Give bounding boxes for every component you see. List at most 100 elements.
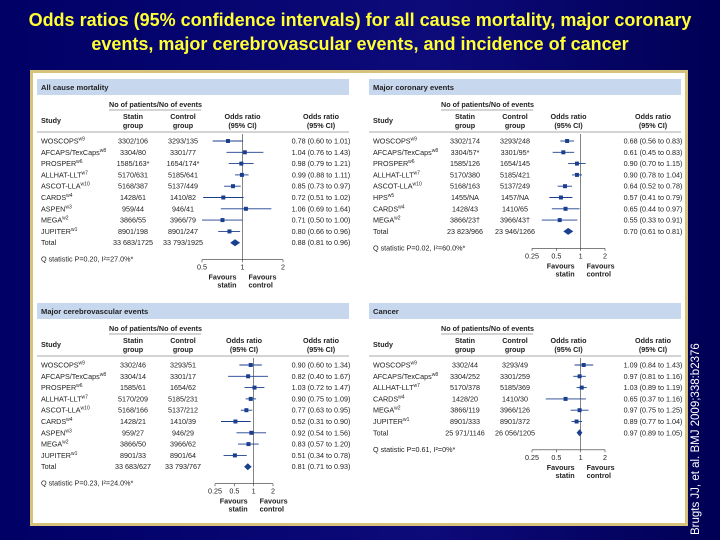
control-cell: 1410/82 — [170, 193, 196, 202]
or-header-2: (95% CI) — [554, 121, 583, 130]
statin-cell: 5170/209 — [118, 394, 148, 403]
ci-cell: 0.78 (0.60 to 1.01) — [292, 137, 351, 146]
control-header-2: group — [505, 121, 526, 130]
control-cell: 3966/43† — [500, 216, 530, 225]
citation: Brugts JJ, et al. BMJ 2009;338:b2376 — [690, 343, 702, 535]
control-cell: 3966/79 — [170, 216, 196, 225]
ci-cell: 0.90 (0.70 to 1.15) — [624, 159, 683, 168]
study-reference: w2 — [394, 406, 401, 412]
point-estimate — [574, 161, 579, 166]
study-label: ALLHAT-LLTw7 — [373, 170, 420, 179]
favours-control-label: Favours — [260, 497, 288, 506]
control-header: Control — [502, 112, 528, 121]
control-cell: 3301/17 — [170, 372, 196, 381]
favours-statin-label-2: statin — [228, 505, 247, 514]
control-header-2: group — [173, 121, 194, 130]
study-reference: w6 — [76, 159, 83, 165]
study-label: ALLHAT-LLTw7 — [41, 170, 88, 179]
ci-cell: 0.55 (0.33 to 0.91) — [624, 216, 683, 225]
favours-control-label: Favours — [587, 261, 615, 270]
favours-statin-label: Favours — [220, 497, 248, 506]
control-cell: 5185/421 — [500, 170, 530, 179]
control-cell: 946/41 — [172, 204, 194, 213]
ci-cell: 0.68 (0.56 to 0.83) — [624, 137, 683, 146]
point-estimate — [574, 419, 579, 424]
statin-cell: 3302/174 — [450, 137, 480, 146]
statin-cell: 1428/20 — [452, 394, 478, 403]
ci-header: Odds ratio — [635, 336, 672, 345]
forest-panel-3: Major cerebrovascular events No of patien… — [37, 303, 350, 514]
study-reference: w9 — [79, 137, 86, 143]
control-cell: 33 793/1925 — [163, 238, 203, 247]
study-header: Study — [373, 116, 393, 125]
study-reference: w4 — [66, 417, 73, 423]
control-cell: 1410/30 — [502, 394, 528, 403]
study-reference: w10 — [81, 406, 90, 412]
ci-header-2: (95% CI) — [307, 121, 336, 130]
statin-cell: 959/44 — [122, 204, 144, 213]
statin-cell: 8901/33 — [120, 451, 146, 460]
ci-cell: 0.97 (0.75 to 1.25) — [624, 406, 683, 415]
statin-cell: 1455/NA — [451, 193, 479, 202]
study-label: CARDSw4 — [373, 394, 405, 403]
statin-cell: 959/27 — [122, 428, 144, 437]
statin-header: Statin — [123, 112, 143, 121]
forest-panel-4: Cancer No of patients/No of events Study St… — [369, 303, 682, 480]
statin-cell: 3302/106 — [118, 137, 148, 146]
point-estimate — [577, 408, 582, 413]
statin-cell: 3302/46 — [120, 361, 146, 370]
statin-header-2: group — [123, 121, 144, 130]
point-estimate — [249, 430, 254, 435]
study-label: CARDSw4 — [373, 204, 405, 213]
x-tick-label: 0.25 — [525, 453, 539, 462]
statin-header: Statin — [455, 336, 475, 345]
control-header: Control — [170, 112, 196, 121]
point-estimate — [227, 229, 232, 234]
ci-cell: 0.83 (0.57 to 1.20) — [292, 440, 351, 449]
favours-statin-label: Favours — [547, 463, 575, 472]
statin-cell: 8901/198 — [118, 227, 148, 236]
point-estimate — [220, 218, 225, 223]
study-header: Study — [41, 116, 61, 125]
study-label: ASCOT-LLAw10 — [373, 182, 422, 191]
point-estimate — [577, 374, 582, 379]
study-reference: w7 — [81, 394, 88, 400]
ci-cell: 0.85 (0.73 to 0.97) — [292, 182, 351, 191]
point-estimate — [563, 206, 568, 211]
total-label: Total — [373, 227, 389, 236]
control-cell: 3966/126 — [500, 406, 530, 415]
x-tick-label: 0.5 — [229, 487, 239, 496]
pooled-diamond — [576, 429, 583, 437]
study-label: WOSCOPSw9 — [41, 361, 85, 370]
point-estimate — [246, 442, 251, 447]
study-label: ALLHAT-LLTw7 — [373, 383, 420, 392]
ci-cell: 0.89 (0.77 to 1.04) — [624, 417, 683, 426]
slide-title: Odds ratios (95% confidence intervals) f… — [28, 10, 692, 54]
x-tick-label: 1 — [579, 453, 583, 462]
control-cell: 3293/135 — [168, 137, 198, 146]
control-cell: 33 793/767 — [165, 462, 201, 471]
statin-cell: 5170/378 — [450, 383, 480, 392]
or-header: Odds ratio — [551, 336, 588, 345]
ci-cell: 0.81 (0.71 to 0.93) — [292, 462, 351, 471]
ci-header-2: (95% CI) — [639, 121, 668, 130]
statin-cell: 1585/126 — [450, 159, 480, 168]
ci-cell: 0.90 (0.60 to 1.34) — [292, 361, 351, 370]
statin-cell: 33 683/627 — [115, 462, 151, 471]
statin-cell: 5168/387 — [118, 182, 148, 191]
study-reference: w7 — [413, 383, 420, 389]
study-reference: w3 — [65, 428, 72, 434]
ci-cell: 0.90 (0.75 to 1.09) — [292, 394, 351, 403]
ci-cell: 0.97 (0.89 to 1.05) — [624, 428, 683, 437]
study-reference: w5 — [388, 193, 395, 199]
study-reference: w10 — [413, 182, 422, 188]
point-estimate — [252, 385, 257, 390]
pooled-diamond — [230, 239, 241, 247]
statin-header-2: group — [455, 121, 476, 130]
study-reference: w4 — [398, 394, 405, 400]
or-header: Odds ratio — [225, 112, 262, 121]
x-tick-label: 2 — [603, 453, 607, 462]
patients-events-header: No of patients/No of events — [109, 324, 202, 333]
q-statistic: Q statistic P=0.20, I²=27.0%* — [41, 255, 133, 264]
control-header: Control — [170, 336, 196, 345]
